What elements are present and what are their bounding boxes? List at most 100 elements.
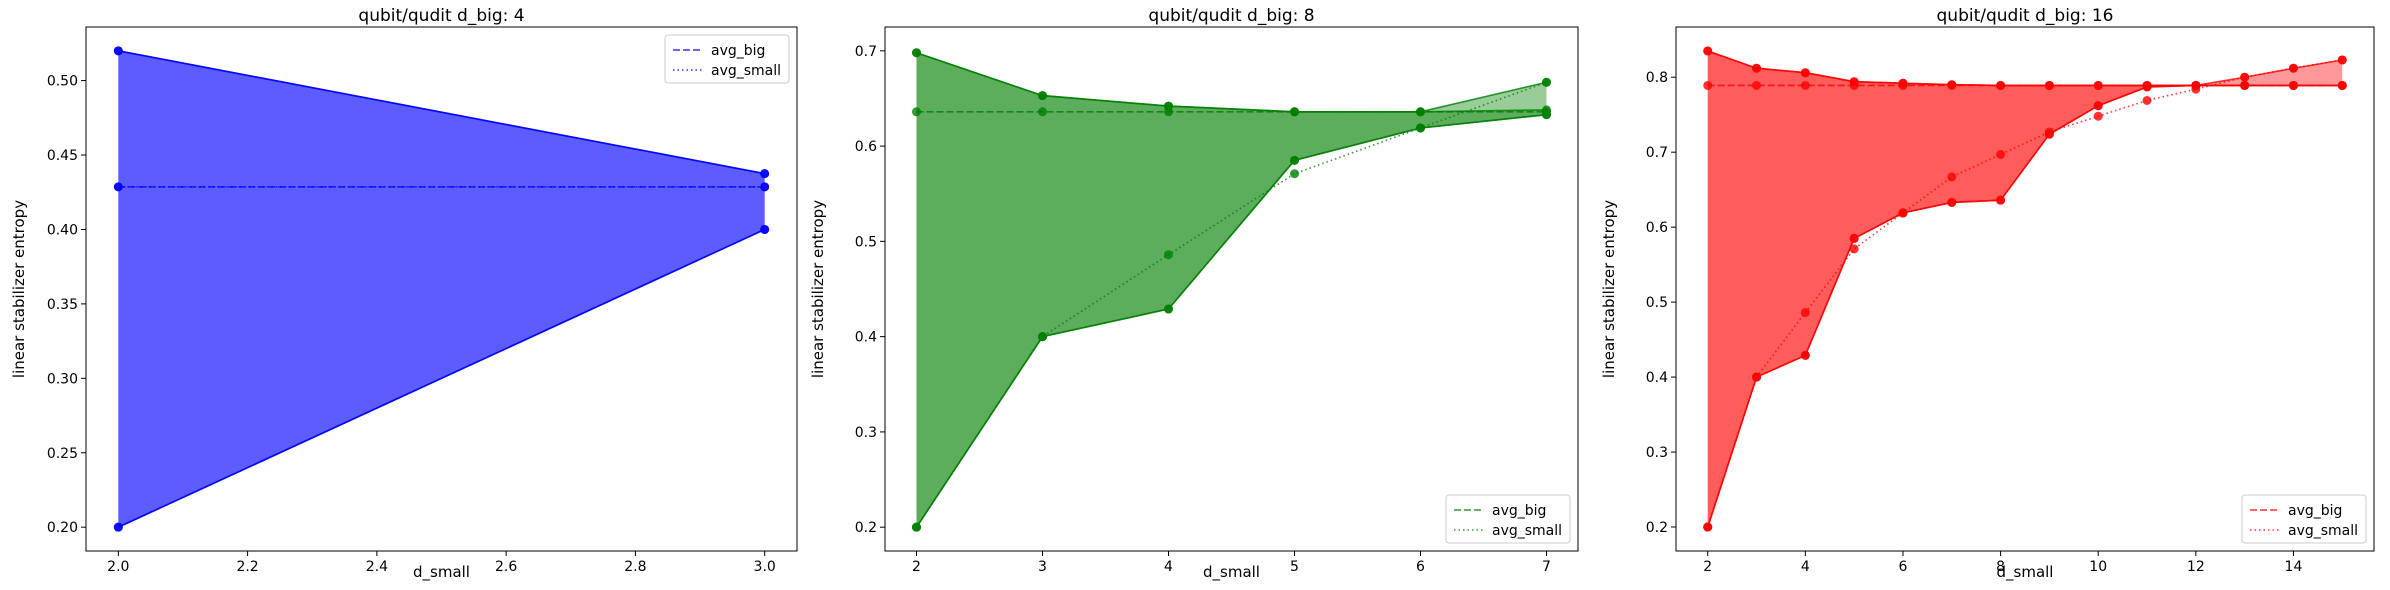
line-small-min — [117, 228, 766, 528]
marker-small-min — [1164, 304, 1173, 314]
marker-small-min — [1849, 233, 1859, 243]
marker-avg-small — [912, 522, 921, 532]
x-tick-label: 7 — [1542, 559, 1551, 575]
y-tick-label: 0.6 — [855, 139, 877, 155]
marker-avg-small — [2142, 95, 2152, 105]
y-tick-label: 0.4 — [855, 330, 877, 346]
marker-avg-small — [1542, 77, 1551, 87]
fill-region-big — [916, 52, 1547, 528]
marker-small-max — [760, 169, 770, 179]
y-tick-label: 0.35 — [47, 297, 78, 313]
subplot-title: qubit/qudit d_big: 16 — [1937, 6, 2114, 26]
marker-avg-small — [2337, 55, 2347, 65]
marker-small-min — [2288, 80, 2298, 90]
y-tick-label: 0.3 — [1646, 445, 1668, 461]
legend-label-avg-small: avg_small — [1492, 523, 1562, 539]
y-tick-label: 0.2 — [1646, 520, 1668, 536]
x-tick-label: 4 — [1164, 559, 1173, 575]
legend: avg_big avg_small — [664, 34, 790, 84]
line-small-max — [1707, 50, 2343, 87]
x-tick-label: 2.8 — [624, 559, 646, 575]
legend-label-avg-big: avg_big — [2288, 503, 2342, 519]
x-tick-label: 3 — [1038, 559, 1047, 575]
marker-avg-big — [1752, 80, 1762, 90]
marker-avg-small — [1164, 250, 1173, 260]
marker-small-max — [2044, 80, 2054, 90]
x-axis-label: d_small — [1203, 563, 1260, 582]
axes-frame — [1675, 26, 2375, 552]
marker-avg-small — [1800, 308, 1810, 318]
y-axis-label: linear stabilizer entropy — [1600, 200, 1618, 378]
marker-small-min — [1800, 350, 1810, 360]
y-tick-label: 0.5 — [1646, 295, 1668, 311]
marker-avg-small — [113, 182, 123, 192]
x-tick-label: 14 — [2285, 559, 2303, 575]
marker-small-min — [1542, 110, 1551, 120]
y-tick-label: 0.8 — [1646, 70, 1668, 86]
legend: avg_big avg_small — [2241, 494, 2367, 544]
marker-avg-small — [1898, 208, 1908, 218]
marker-small-max — [1164, 101, 1173, 111]
marker-avg-small — [1947, 172, 1957, 182]
marker-avg-small — [2191, 84, 2201, 94]
x-tick-label: 5 — [1290, 559, 1299, 575]
marker-avg-small — [2288, 63, 2298, 73]
marker-small-max — [1800, 68, 1810, 78]
marker-small-max — [1849, 77, 1859, 87]
x-tick-label: 10 — [2089, 559, 2107, 575]
marker-small-max — [1947, 80, 1957, 90]
legend-label-avg-small: avg_small — [711, 63, 781, 79]
y-tick-label: 0.6 — [1646, 220, 1668, 236]
marker-avg-small — [1996, 149, 2006, 159]
marker-small-min — [113, 522, 123, 532]
y-tick-label: 0.30 — [47, 371, 78, 387]
y-axis-label: linear stabilizer entropy — [809, 200, 827, 378]
marker-avg-small — [1703, 522, 1713, 532]
subplot-title: qubit/qudit d_big: 8 — [1148, 6, 1314, 26]
x-tick-label: 12 — [2187, 559, 2205, 575]
marker-avg-big — [912, 107, 921, 117]
y-tick-label: 0.3 — [855, 425, 877, 441]
x-axis-label: d_small — [1997, 563, 2054, 582]
marker-small-min — [1996, 195, 2006, 205]
marker-small-max — [113, 46, 123, 56]
marker-small-min — [2240, 80, 2250, 90]
fill-region-small — [916, 52, 1547, 528]
legend-label-avg-big: avg_big — [1492, 503, 1546, 519]
marker-avg-small — [1416, 123, 1425, 133]
x-tick-label: 2.6 — [495, 559, 517, 575]
marker-avg-small — [1290, 169, 1299, 179]
y-axis-label: linear stabilizer entropy — [10, 200, 28, 378]
fill-region-big — [1707, 50, 2343, 528]
line-small-max — [118, 50, 765, 175]
x-tick-label: 3.0 — [754, 559, 776, 575]
y-tick-label: 0.2 — [855, 520, 877, 536]
legend-label-avg-small: avg_small — [2288, 523, 2358, 539]
axes-frame — [884, 26, 1579, 552]
fill-region-big — [118, 50, 765, 528]
marker-avg-big — [1703, 80, 1713, 90]
marker-avg-small — [2044, 127, 2054, 137]
y-tick-label: 0.40 — [47, 222, 78, 238]
marker-small-min — [2337, 80, 2347, 90]
marker-avg-small — [1038, 332, 1047, 342]
x-tick-label: 2.2 — [236, 559, 258, 575]
y-tick-label: 0.50 — [47, 74, 78, 90]
marker-avg-small — [2240, 72, 2250, 82]
x-axis-label: d_small — [413, 563, 470, 582]
marker-avg-big — [1800, 80, 1810, 90]
y-tick-label: 0.7 — [1646, 145, 1668, 161]
y-tick-label: 0.7 — [855, 44, 877, 60]
marker-small-min — [2093, 101, 2103, 111]
subplot-dbig-8: qubit/qudit d_big: 8 d_small linear stab… — [809, 6, 1579, 582]
marker-small-min — [2142, 82, 2152, 92]
legend-box — [664, 34, 790, 84]
marker-small-max — [1703, 46, 1713, 56]
x-tick-label: 6 — [1899, 559, 1908, 575]
marker-avg-small — [1752, 372, 1762, 382]
marker-small-max — [2093, 80, 2103, 90]
y-tick-label: 0.20 — [47, 520, 78, 536]
x-tick-label: 2 — [1703, 559, 1712, 575]
